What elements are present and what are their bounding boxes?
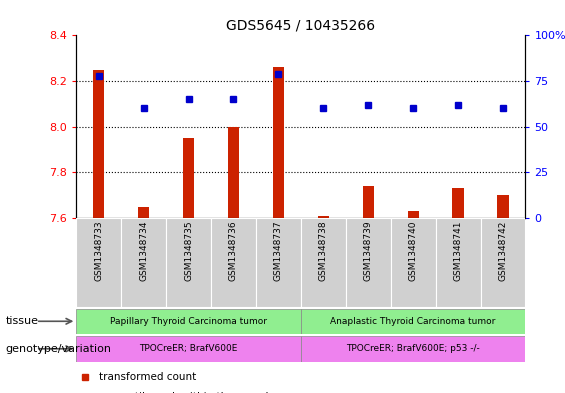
Title: GDS5645 / 10435266: GDS5645 / 10435266: [227, 19, 375, 33]
Bar: [318, 216, 329, 218]
Bar: [391, 218, 436, 307]
Bar: [256, 218, 301, 307]
Bar: [76, 218, 121, 307]
Text: GSM1348740: GSM1348740: [408, 221, 418, 281]
Bar: [211, 218, 256, 307]
Text: percentile rank within the sample: percentile rank within the sample: [99, 392, 275, 393]
Bar: [363, 186, 374, 218]
Text: GSM1348737: GSM1348737: [274, 221, 283, 281]
Bar: [228, 127, 239, 218]
Bar: [407, 211, 419, 218]
Text: genotype/variation: genotype/variation: [6, 344, 112, 354]
Text: TPOCreER; BrafV600E; p53 -/-: TPOCreER; BrafV600E; p53 -/-: [346, 344, 480, 353]
Text: TPOCreER; BrafV600E: TPOCreER; BrafV600E: [140, 344, 238, 353]
Text: GSM1348735: GSM1348735: [184, 221, 193, 281]
Text: Papillary Thyroid Carcinoma tumor: Papillary Thyroid Carcinoma tumor: [110, 317, 267, 326]
Text: tissue: tissue: [6, 316, 38, 326]
Text: GSM1348739: GSM1348739: [364, 221, 373, 281]
Bar: [76, 309, 301, 334]
Bar: [301, 336, 525, 362]
Bar: [138, 207, 149, 218]
Bar: [93, 70, 105, 218]
Bar: [436, 218, 480, 307]
Bar: [453, 188, 464, 218]
Text: transformed count: transformed count: [99, 372, 196, 382]
Bar: [497, 195, 508, 218]
Text: GSM1348733: GSM1348733: [94, 221, 103, 281]
Bar: [273, 67, 284, 218]
Text: GSM1348741: GSM1348741: [454, 221, 463, 281]
Bar: [166, 218, 211, 307]
Bar: [76, 336, 301, 362]
Bar: [480, 218, 525, 307]
Text: GSM1348742: GSM1348742: [498, 221, 507, 281]
Bar: [301, 218, 346, 307]
Text: Anaplastic Thyroid Carcinoma tumor: Anaplastic Thyroid Carcinoma tumor: [331, 317, 496, 326]
Bar: [346, 218, 391, 307]
Text: GSM1348734: GSM1348734: [139, 221, 148, 281]
Text: GSM1348738: GSM1348738: [319, 221, 328, 281]
Bar: [121, 218, 166, 307]
Bar: [301, 309, 525, 334]
Bar: [183, 138, 194, 218]
Text: GSM1348736: GSM1348736: [229, 221, 238, 281]
